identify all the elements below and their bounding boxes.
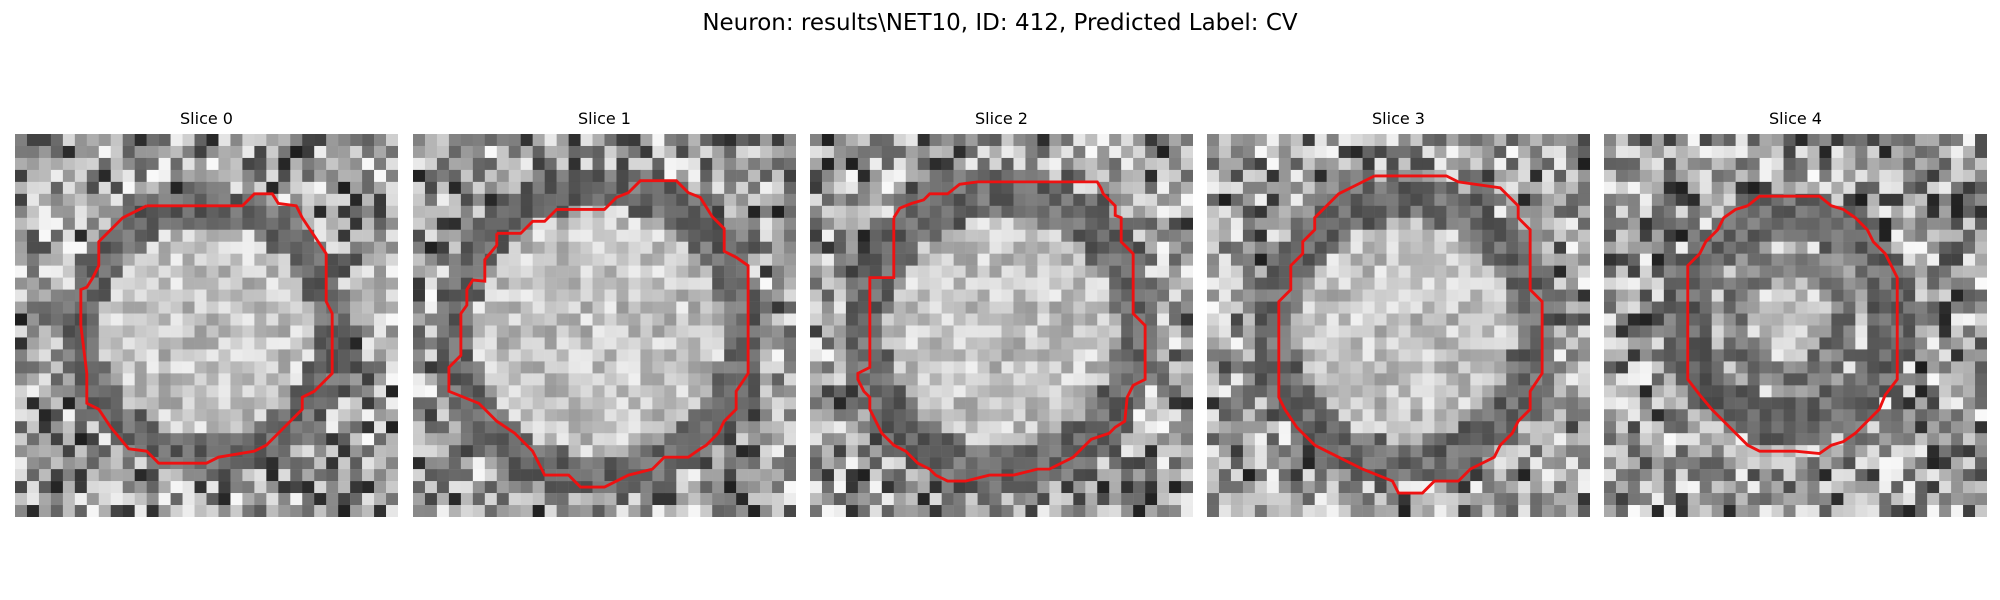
grayscale-pixels — [810, 134, 1193, 517]
slice-4-canvas — [1604, 134, 1987, 517]
neuron-contour — [856, 180, 1147, 483]
neuron-contour — [447, 179, 750, 489]
slice-2-canvas — [810, 134, 1193, 517]
grayscale-pixels — [413, 134, 796, 517]
neuron-contour — [1686, 194, 1899, 456]
neuron-contour — [79, 192, 334, 465]
slice-1-canvas — [413, 134, 796, 517]
slice-title-2: Slice 2 — [975, 109, 1028, 128]
slice-title-0: Slice 0 — [180, 109, 233, 128]
slice-0-canvas — [15, 134, 398, 517]
slice-3-canvas — [1207, 134, 1590, 517]
slice-image-3 — [1207, 134, 1590, 517]
slice-title-1: Slice 1 — [578, 109, 631, 128]
slice-title-4: Slice 4 — [1769, 109, 1822, 128]
slice-title-3: Slice 3 — [1372, 109, 1425, 128]
slice-image-1 — [413, 134, 796, 517]
grayscale-pixels — [1207, 134, 1590, 517]
grayscale-pixels — [15, 134, 398, 517]
grayscale-pixels — [1604, 134, 1987, 517]
slice-image-0 — [15, 134, 398, 517]
slice-image-4 — [1604, 134, 1987, 517]
slice-image-2 — [810, 134, 1193, 517]
figure-title: Neuron: results\NET10, ID: 412, Predicte… — [702, 10, 1298, 36]
neuron-contour — [1277, 174, 1544, 495]
